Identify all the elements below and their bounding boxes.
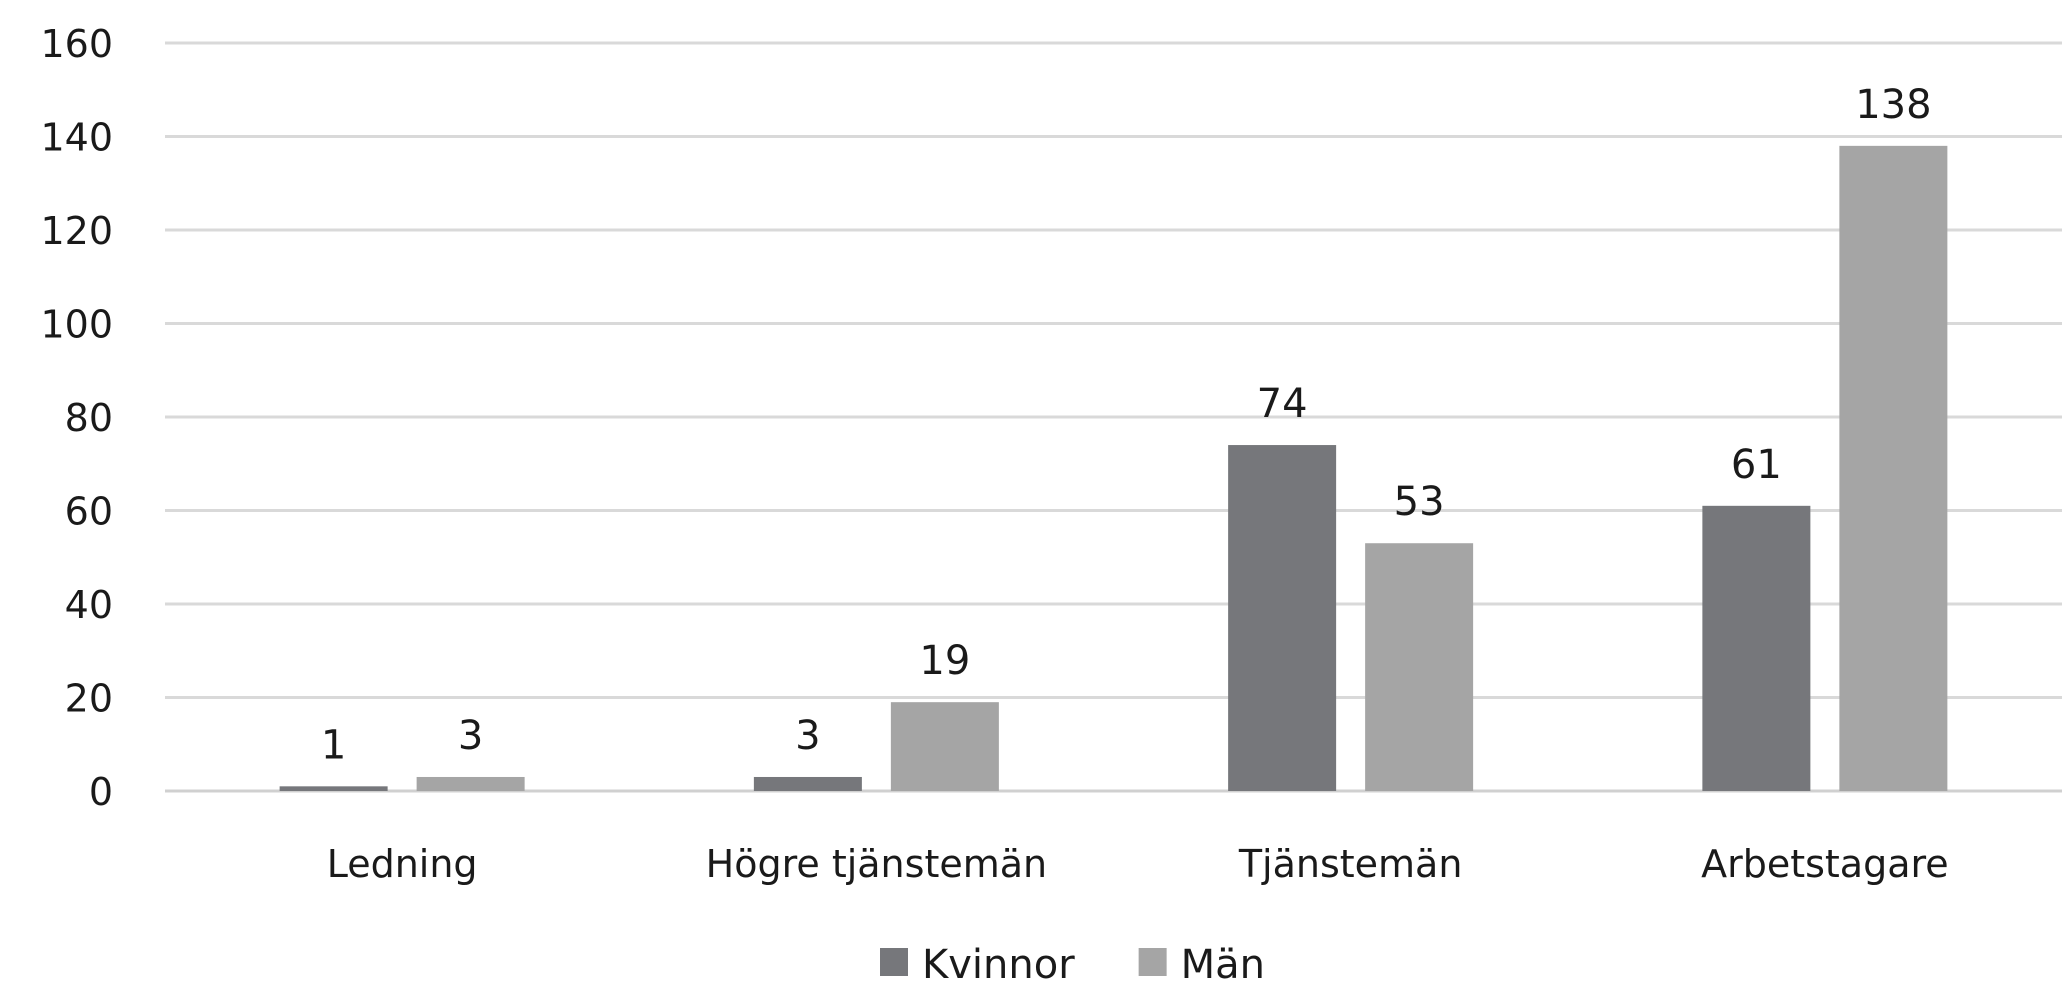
bar-kvinnor: [1228, 445, 1337, 791]
y-tick-label: 100: [40, 303, 113, 347]
bar-män: [1365, 543, 1474, 791]
y-tick-label: 0: [89, 770, 113, 814]
legend-swatch: [880, 948, 908, 976]
bar-män: [890, 702, 999, 791]
legend-label: Män: [1181, 942, 1265, 988]
bar-män: [416, 776, 525, 791]
y-tick-label: 140: [40, 116, 113, 160]
y-tick-label: 80: [65, 396, 113, 440]
y-tick-label: 120: [40, 209, 113, 253]
bar-kvinnor: [1702, 505, 1811, 791]
category-label: Tjänstemän: [1238, 842, 1463, 886]
data-label: 74: [1257, 381, 1308, 427]
legend-label: Kvinnor: [922, 942, 1075, 988]
bar-kvinnor: [753, 776, 862, 791]
y-tick-label: 160: [40, 22, 113, 66]
legend: Kvinnor Män: [880, 942, 1265, 988]
data-labels: 1 3 3 19 74 53 61 138: [321, 82, 1932, 768]
legend-swatch: [1138, 948, 1167, 976]
category-label: Högre tjänstemän: [706, 842, 1047, 886]
data-label: 1: [321, 722, 346, 768]
data-label: 61: [1731, 442, 1782, 488]
data-label: 3: [458, 713, 483, 759]
y-axis-ticks: 0 20 40 60 80 100 120 140 160: [40, 22, 113, 814]
y-tick-label: 20: [65, 677, 113, 721]
category-label: Ledning: [327, 842, 478, 886]
bar-män: [1839, 145, 1948, 792]
category-label: Arbetstagare: [1701, 842, 1949, 886]
gridlines: [165, 41, 2062, 793]
bar-kvinnor: [279, 786, 388, 791]
bars: [279, 145, 1948, 792]
data-label: 3: [795, 713, 820, 759]
legend-item: Män: [1138, 942, 1265, 988]
data-label: 138: [1855, 82, 1931, 128]
legend-item: Kvinnor: [880, 942, 1075, 988]
y-tick-label: 40: [65, 583, 113, 627]
data-label: 19: [919, 638, 970, 684]
data-label: 53: [1394, 479, 1445, 525]
y-tick-label: 60: [65, 490, 113, 534]
x-axis-categories: Ledning Högre tjänstemän Tjänstemän Arbetst…: [327, 842, 1949, 886]
